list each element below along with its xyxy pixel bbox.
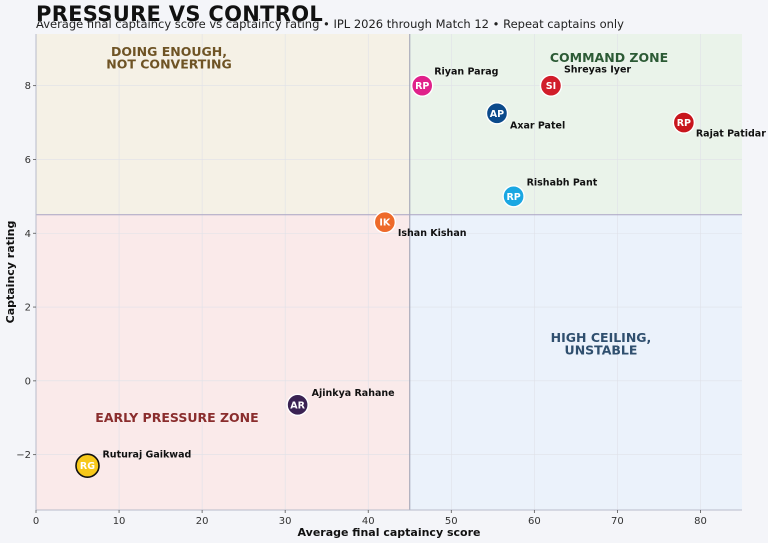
zone-background <box>409 214 742 510</box>
y-axis-label: Captaincy rating <box>4 221 17 324</box>
point-initials: AR <box>290 400 305 411</box>
data-points: RP Riyan Parag SI Shreyas Iyer AP Axar Patel R… <box>75 65 766 479</box>
zone-label: NOT CONVERTING <box>106 57 231 72</box>
data-point: RP Riyan Parag <box>411 67 498 97</box>
y-tick-label: 2 <box>25 303 31 314</box>
data-point: SI Shreyas Iyer <box>539 65 631 97</box>
point-initials: RP <box>506 192 520 203</box>
zone-label: EARLY PRESSURE ZONE <box>95 410 258 425</box>
point-label: Rajat Patidar <box>696 129 766 140</box>
zone-label: DOING ENOUGH, <box>111 44 227 59</box>
point-label: Ruturaj Gaikwad <box>102 450 191 461</box>
axes: 0 10 20 30 40 50 60 70 80 −2 0 2 4 6 8 <box>16 34 742 527</box>
point-marker <box>539 74 563 97</box>
y-tick-label: 0 <box>25 376 31 387</box>
chart-title: PRESSURE VS CONTROL <box>36 2 324 26</box>
point-marker <box>485 102 509 125</box>
x-tick-label: 40 <box>362 516 375 527</box>
point-label: Riyan Parag <box>434 67 498 78</box>
point-initials: RP <box>677 118 691 129</box>
data-point: AR Ajinkya Rahane <box>286 388 395 417</box>
point-label: Shreyas Iyer <box>564 65 631 76</box>
point-label: Rishabh Pant <box>527 177 598 188</box>
point-label: Ajinkya Rahane <box>312 388 395 399</box>
x-axis-label: Average final captaincy score <box>298 526 481 539</box>
point-initials: AP <box>490 109 504 120</box>
data-point: IK Ishan Kishan <box>373 210 467 239</box>
zone-label: HIGH CEILING, <box>551 330 652 345</box>
y-tick-label: 4 <box>25 229 31 240</box>
x-tick-label: 80 <box>694 516 707 527</box>
x-tick-label: 10 <box>113 516 126 527</box>
y-tick-label: 8 <box>25 81 31 92</box>
y-tick-label: 6 <box>25 155 31 166</box>
data-point: AP Axar Patel <box>485 102 565 131</box>
data-point: RG Ruturaj Gaikwad <box>75 450 191 479</box>
data-point: RP Rishabh Pant <box>502 177 598 208</box>
point-marker <box>502 185 525 208</box>
x-tick-label: 70 <box>611 516 624 527</box>
x-tick-label: 50 <box>445 516 458 527</box>
x-tick-label: 20 <box>196 516 209 527</box>
point-marker <box>373 210 397 234</box>
quadrant-backgrounds <box>36 34 742 510</box>
point-initials: IK <box>379 218 391 229</box>
point-initials: RG <box>80 461 95 472</box>
chart-subtitle: Average final captaincy score vs captain… <box>36 17 624 31</box>
point-label: Axar Patel <box>510 120 565 131</box>
point-label: Ishan Kishan <box>398 228 467 239</box>
point-initials: RP <box>415 81 429 92</box>
point-marker <box>75 453 100 479</box>
zone-label: UNSTABLE <box>565 343 638 358</box>
x-tick-label: 30 <box>279 516 292 527</box>
zone-labels: DOING ENOUGH,NOT CONVERTING COMMAND ZONE E… <box>95 44 668 425</box>
y-tick-label: −2 <box>16 450 31 461</box>
point-initials: SI <box>546 81 556 92</box>
point-marker <box>672 111 696 134</box>
data-point: RP Rajat Patidar <box>672 111 766 140</box>
point-marker <box>286 393 309 417</box>
zone-background <box>36 34 410 215</box>
x-tick-label: 60 <box>528 516 541 527</box>
x-tick-label: 0 <box>33 516 39 527</box>
point-marker <box>411 74 434 97</box>
zone-label: COMMAND ZONE <box>550 50 668 65</box>
